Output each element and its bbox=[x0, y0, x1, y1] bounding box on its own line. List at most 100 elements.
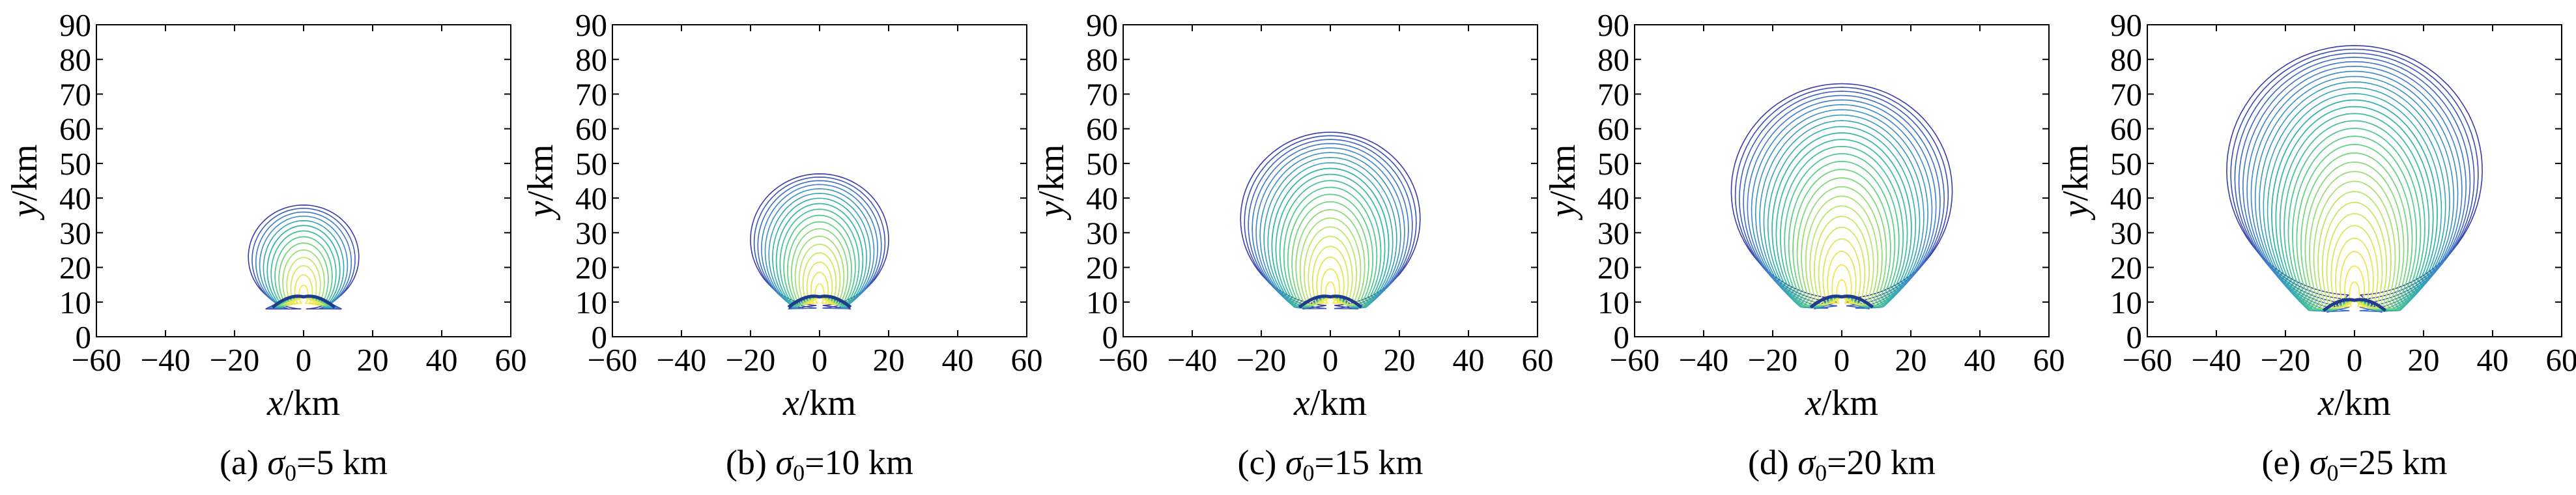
x-tick-label: 20 bbox=[873, 342, 905, 378]
contour-line bbox=[1299, 217, 1362, 305]
panel-caption: (b) σ0=10 km bbox=[726, 443, 913, 486]
contour-line bbox=[1259, 152, 1401, 308]
contour-line bbox=[2246, 65, 2463, 312]
y-tick-label: 90 bbox=[2110, 7, 2142, 43]
caption-prefix: (a) bbox=[220, 443, 267, 482]
x-tick-label: 0 bbox=[1834, 342, 1850, 378]
caption-symbol: σ bbox=[775, 443, 794, 482]
contour-line bbox=[2330, 225, 2379, 308]
x-tick-label: −20 bbox=[726, 342, 776, 378]
x-axis-label-unit: /km bbox=[1310, 383, 1367, 423]
x-tick-label: −60 bbox=[1098, 342, 1149, 378]
x-tick-label: −60 bbox=[1610, 342, 1660, 378]
y-tick-label: 30 bbox=[59, 215, 91, 251]
y-axis-label: y/km bbox=[1543, 145, 1583, 221]
y-tick-label: 10 bbox=[575, 285, 607, 320]
x-tick-label: 20 bbox=[357, 342, 389, 378]
panel-a: −60 −40 −20 0 20 40 600102030405060708090x/kmy… bbox=[5, 7, 527, 486]
contour-line bbox=[1255, 147, 1405, 309]
contour-line bbox=[1822, 238, 1861, 305]
plot-frame bbox=[96, 24, 511, 337]
contour-line bbox=[2321, 201, 2388, 309]
contour-line bbox=[283, 257, 324, 305]
contour-line bbox=[1759, 114, 1925, 308]
caption-suffix: =15 km bbox=[1315, 443, 1424, 482]
contour-line bbox=[1784, 153, 1900, 307]
contour-line bbox=[1779, 145, 1904, 307]
x-axis-label-var: x bbox=[782, 383, 799, 423]
contour-group bbox=[750, 173, 889, 310]
x-tick-label: 60 bbox=[495, 342, 527, 378]
y-tick-label: 70 bbox=[575, 76, 607, 112]
y-axis-label-unit: /km bbox=[1543, 145, 1583, 201]
contour-line bbox=[1316, 257, 1345, 304]
panel-d: −60 −40 −20 0 20 40 600102030405060708090x/kmy… bbox=[1543, 7, 2065, 486]
contour-line bbox=[1291, 201, 1369, 306]
x-tick-label: −40 bbox=[1167, 342, 1218, 378]
contour-line bbox=[768, 192, 871, 308]
caption-subscript: 0 bbox=[285, 460, 296, 486]
caption-symbol: σ bbox=[1797, 443, 1816, 482]
contour-group bbox=[248, 204, 360, 310]
y-tick-label: 40 bbox=[1086, 180, 1118, 216]
x-tick-label: 40 bbox=[1453, 342, 1485, 378]
contour-line bbox=[251, 208, 356, 309]
y-tick-label: 30 bbox=[575, 215, 607, 251]
y-tick-label: 20 bbox=[1597, 250, 1629, 286]
contour-line bbox=[806, 272, 833, 304]
y-tick-label: 60 bbox=[1086, 111, 1118, 147]
caption-symbol: σ bbox=[2310, 443, 2328, 482]
x-tick-label: 40 bbox=[942, 342, 974, 378]
panel-b: −60 −40 −20 0 20 40 600102030405060708090x/kmy… bbox=[521, 7, 1043, 486]
y-axis-label-var: y bbox=[5, 201, 45, 220]
y-axis-label: y/km bbox=[2055, 145, 2096, 221]
x-tick-label: −20 bbox=[210, 342, 260, 378]
y-tick-label: 40 bbox=[2110, 180, 2142, 216]
contour-line bbox=[274, 236, 333, 307]
y-tick-label: 80 bbox=[59, 42, 91, 78]
y-tick-label: 0 bbox=[2126, 319, 2143, 355]
y-tick-label: 60 bbox=[1597, 111, 1629, 147]
y-tick-label: 50 bbox=[1086, 146, 1118, 182]
contour-line bbox=[2326, 213, 2383, 308]
source-band bbox=[2322, 298, 2387, 313]
caption-prefix: (b) bbox=[726, 443, 775, 482]
contour-line bbox=[278, 242, 329, 306]
y-tick-label: 70 bbox=[2110, 76, 2142, 112]
y-tick-label: 10 bbox=[59, 285, 91, 320]
contour-line bbox=[1814, 216, 1870, 305]
contour-line bbox=[1747, 99, 1937, 309]
x-tick-label: 60 bbox=[2546, 342, 2576, 378]
caption-subscript: 0 bbox=[1815, 460, 1827, 486]
y-axis-label: y/km bbox=[5, 145, 45, 221]
caption-prefix: (e) bbox=[2261, 443, 2309, 482]
contour-line bbox=[2279, 113, 2430, 311]
contour-line bbox=[2292, 135, 2417, 310]
contour-line bbox=[1788, 160, 1896, 307]
contour-line bbox=[779, 208, 860, 307]
contour-line bbox=[757, 180, 882, 309]
contour-line bbox=[1308, 235, 1353, 305]
y-axis-label-unit: /km bbox=[2055, 145, 2096, 201]
y-axis-label-var: y bbox=[521, 201, 561, 220]
x-tick-label: 40 bbox=[2477, 342, 2509, 378]
caption-prefix: (c) bbox=[1237, 443, 1285, 482]
contour-line bbox=[2304, 161, 2405, 309]
x-tick-label: 20 bbox=[1895, 342, 1927, 378]
x-tick-label: 0 bbox=[2347, 342, 2363, 378]
contour-line bbox=[1287, 193, 1374, 307]
caption-suffix: =10 km bbox=[805, 443, 913, 482]
contour-line bbox=[1827, 251, 1857, 304]
contour-line bbox=[761, 184, 878, 309]
panel-c: −60 −40 −20 0 20 40 600102030405060708090x/kmy… bbox=[1031, 7, 1554, 486]
contour-line bbox=[2340, 251, 2369, 307]
x-tick-label: −20 bbox=[1748, 342, 1798, 378]
contour-line bbox=[285, 265, 322, 305]
contour-line bbox=[2234, 52, 2475, 313]
contour-line bbox=[2254, 76, 2455, 312]
caption-subscript: 0 bbox=[793, 460, 805, 486]
contour-line bbox=[764, 188, 875, 309]
y-axis-label-var: y bbox=[2055, 201, 2096, 220]
y-tick-label: 40 bbox=[575, 180, 607, 216]
